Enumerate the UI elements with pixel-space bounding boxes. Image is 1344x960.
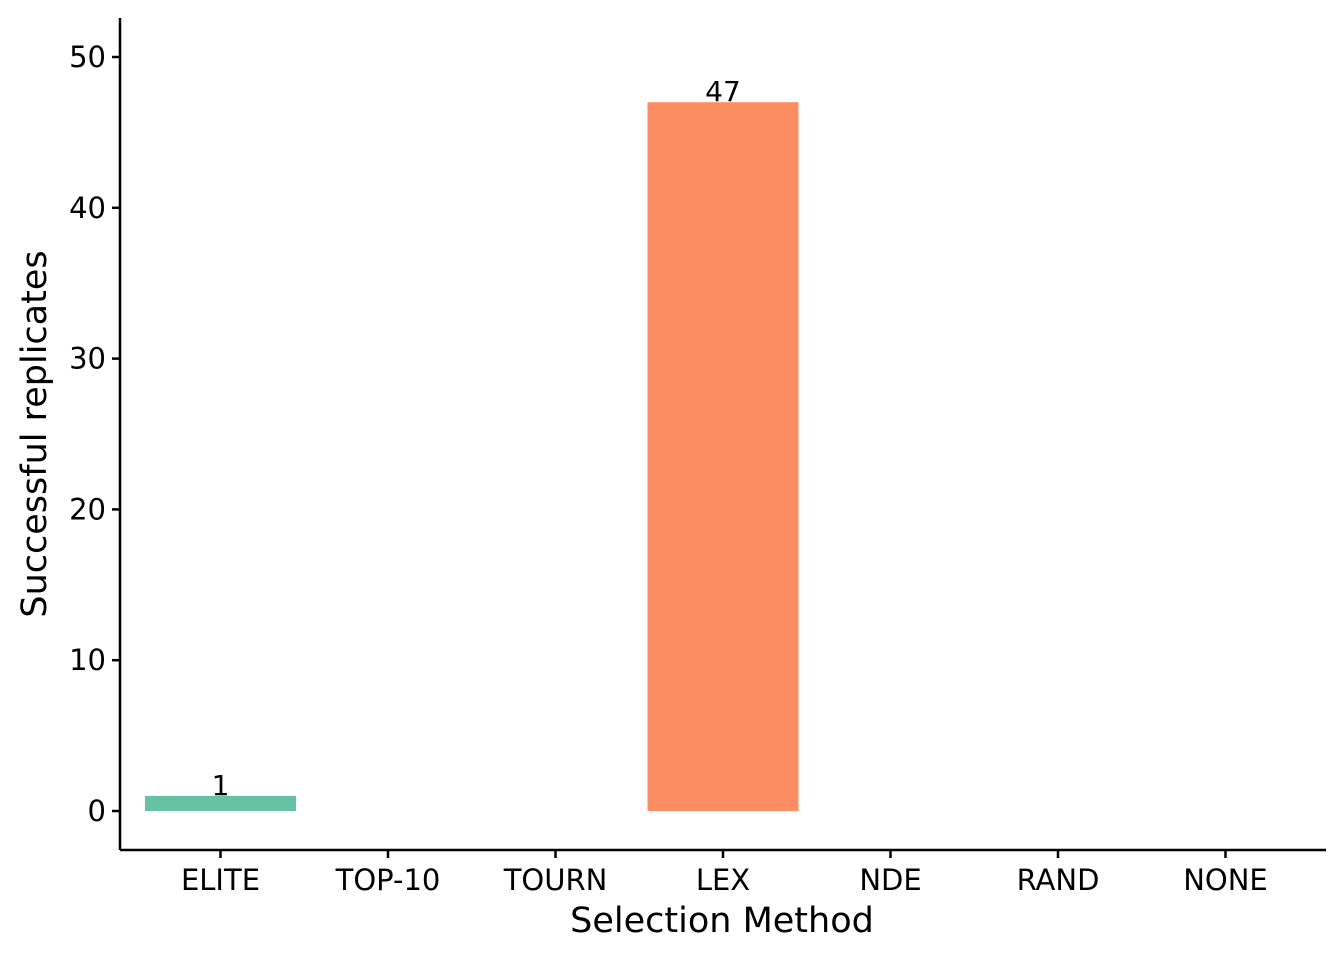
data-labels-layer: 1 47: [212, 75, 741, 802]
y-tick-label-50: 50: [69, 40, 106, 74]
bars-layer: [145, 102, 799, 812]
x-tick-label-lex: LEX: [696, 863, 750, 897]
x-tick-label-elite: ELITE: [181, 863, 260, 897]
y-tick-label-20: 20: [69, 492, 106, 526]
x-tick-label-nde: NDE: [859, 863, 921, 897]
y-tick-label-40: 40: [69, 191, 106, 225]
x-tick-label-top-10: TOP-10: [335, 863, 441, 897]
data-label-elite: 1: [212, 769, 230, 802]
y-axis-title: Successful replicates: [15, 250, 55, 617]
y-tick-label-30: 30: [69, 342, 106, 376]
x-tick-label-none: NONE: [1183, 863, 1268, 897]
bar-elite: [145, 795, 296, 811]
x-axis-title: Selection Method: [570, 901, 874, 941]
y-axis: 0 10 20 30 40 50: [69, 18, 122, 850]
data-label-lex: 47: [705, 75, 741, 108]
y-tick-label-10: 10: [69, 643, 106, 677]
bar-lex: [647, 102, 799, 812]
y-tick-label-0: 0: [88, 794, 106, 828]
x-tick-label-rand: RAND: [1017, 863, 1100, 897]
x-axis: ELITE TOP-10 TOURN LEX NDE RAND NONE: [120, 848, 1326, 897]
x-tick-label-tourn: TOURN: [503, 863, 608, 897]
